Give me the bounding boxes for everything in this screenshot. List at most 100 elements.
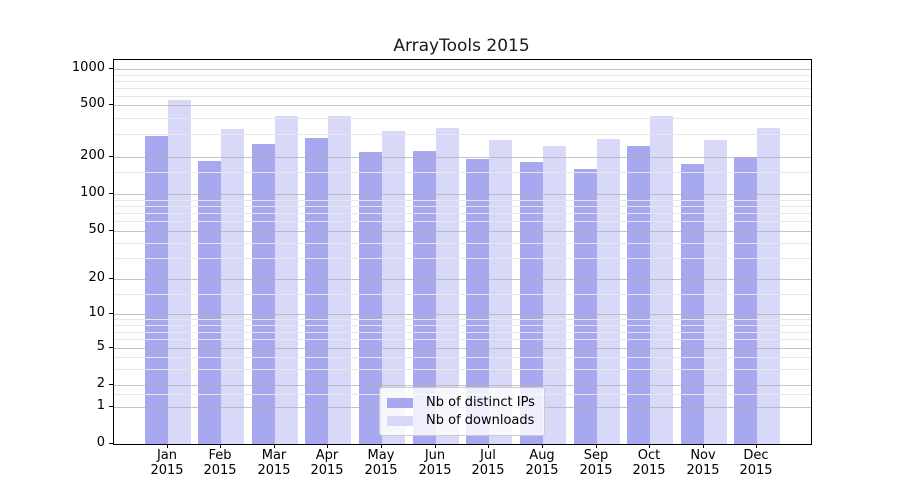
gridline-minor [114,369,811,370]
bar-jul-distinct-ips [466,159,489,444]
legend-swatch-downloads [387,415,413,426]
gridline-major [114,69,811,70]
x-tick-label-oct: Oct 2015 [632,448,666,478]
bar-jun-distinct-ips [413,151,436,444]
y-tick-label: 1000 [71,60,105,75]
gridline-minor [114,200,811,201]
x-tick-mark [756,444,757,448]
bar-apr-downloads [328,116,351,444]
legend-swatch-distinct-ips [387,397,413,408]
gridline-minor [114,206,811,207]
bar-mar-downloads [275,116,298,444]
gridline-minor [114,357,811,358]
x-tick-mark [167,444,168,448]
y-tick-label: 2 [96,376,105,391]
x-tick-label-nov: Nov 2015 [686,448,720,478]
gridline-minor [114,96,811,97]
gridline-minor [114,258,811,259]
y-tick-label: 0 [96,435,105,450]
x-tick-label-mar: Mar 2015 [257,448,291,478]
x-tick-mark [542,444,543,448]
x-tick-label-apr: Apr 2015 [310,448,344,478]
gridline-minor [114,172,811,173]
bar-apr-distinct-ips [305,138,328,444]
x-tick-mark [596,444,597,448]
y-tick-mark [109,278,113,279]
legend: Nb of distinct IPs Nb of downloads [379,387,545,436]
bar-jul-downloads [489,140,512,444]
bar-may-distinct-ips [359,152,382,444]
gridline-minor [114,294,811,295]
x-tick-label-dec: Dec 2015 [739,448,773,478]
bar-sep-distinct-ips [574,169,597,444]
gridline-major [114,231,811,232]
bar-may-downloads [382,131,405,444]
y-tick-mark [109,347,113,348]
y-tick-label: 5 [96,339,105,354]
gridline-major [114,105,811,106]
x-tick-mark [327,444,328,448]
x-tick-mark [649,444,650,448]
bar-feb-downloads [221,129,244,444]
bar-nov-distinct-ips [681,164,704,444]
gridline-minor [114,243,811,244]
x-tick-mark [435,444,436,448]
gridline-minor [114,221,811,222]
y-tick-mark [109,104,113,105]
y-tick-label: 10 [88,305,105,320]
gridline-minor [114,134,811,135]
bars-layer [114,60,811,444]
y-tick-label: 20 [88,270,105,285]
legend-label-downloads: Nb of downloads [426,413,535,428]
gridline-minor [114,88,811,89]
y-tick-label: 200 [80,148,105,163]
bar-aug-distinct-ips [520,162,543,444]
y-tick-label: 100 [80,185,105,200]
gridline-minor [114,325,811,326]
y-tick-mark [109,313,113,314]
gridline-minor [114,75,811,76]
y-tick-mark [109,384,113,385]
bar-nov-downloads [704,140,727,444]
y-tick-label: 50 [88,222,105,237]
bar-dec-downloads [757,128,780,444]
x-tick-mark [488,444,489,448]
y-tick-mark [109,406,113,407]
x-tick-mark [274,444,275,448]
x-tick-mark [220,444,221,448]
legend-label-distinct-ips: Nb of distinct IPs [426,395,535,410]
bar-jan-downloads [168,100,191,444]
gridline-major [114,385,811,386]
x-tick-mark [381,444,382,448]
plot-area: Nb of distinct IPs Nb of downloads [113,59,812,445]
y-tick-label: 500 [80,96,105,111]
gridline-minor [114,118,811,119]
gridline-major [114,279,811,280]
y-tick-label: 1 [96,398,105,413]
gridline-minor [114,81,811,82]
x-tick-label-jul: Jul 2015 [471,448,505,478]
chart-title: ArrayTools 2015 [393,36,530,56]
gridline-minor [114,339,811,340]
gridline-minor [114,213,811,214]
x-tick-label-jun: Jun 2015 [418,448,452,478]
x-tick-label-jan: Jan 2015 [150,448,184,478]
gridline-major [114,348,811,349]
y-tick-mark [109,156,113,157]
y-tick-mark [109,443,113,444]
x-tick-label-aug: Aug 2015 [525,448,559,478]
gridline-major [114,157,811,158]
bar-sep-downloads [597,139,620,444]
gridline-major [114,314,811,315]
gridline-major [114,194,811,195]
gridline-minor [114,332,811,333]
bar-oct-downloads [650,116,673,444]
y-tick-mark [109,68,113,69]
grid-layer [114,60,811,444]
y-tick-mark [109,193,113,194]
bar-dec-distinct-ips [734,157,757,444]
bar-jun-downloads [436,128,459,444]
x-tick-label-may: May 2015 [364,448,398,478]
y-tick-mark [109,230,113,231]
